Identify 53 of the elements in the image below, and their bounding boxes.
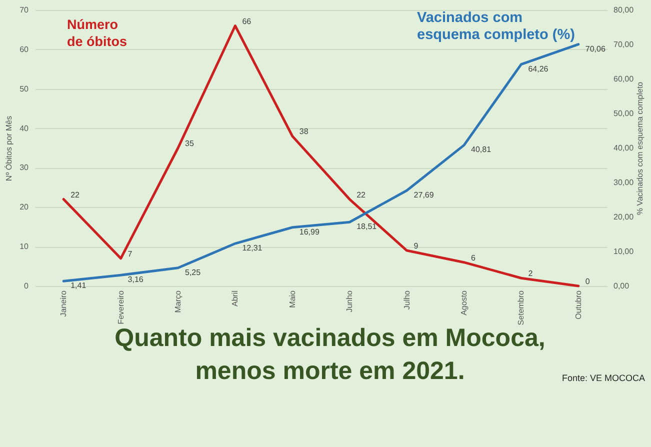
data-label: 0 [585, 277, 590, 286]
data-label: 66 [242, 16, 252, 26]
data-label: 12,31 [242, 244, 263, 253]
x-tick-label: Junho [345, 290, 354, 312]
y-tick-label: 10 [20, 242, 30, 252]
data-label: 1,41 [70, 281, 87, 290]
y-tick-label: 50 [20, 84, 30, 94]
data-label: 64,26 [528, 64, 549, 74]
x-tick-label: Outubro [574, 290, 583, 320]
y-tick-label: 70 [20, 6, 30, 14]
x-tick-label: Janeiro [59, 290, 68, 317]
y2-axis-title: % Vacinados com esquema completo [636, 81, 645, 216]
y-tick-label: 20 [20, 202, 30, 212]
data-label: 38 [299, 127, 309, 136]
y2-tick-label: 50,00 [614, 109, 634, 118]
y-axis-title: Nº Óbitos por Mês [4, 116, 14, 182]
x-tick-label: Setembro [516, 290, 526, 326]
data-label: 5,25 [185, 268, 202, 277]
x-tick-label: Maio [288, 290, 297, 308]
data-label: 3,16 [128, 275, 144, 284]
data-label: 70,06 [585, 44, 606, 54]
x-tick-label: Março [174, 290, 182, 313]
text: Quanto mais vacinados em Mococa, menos morte em 2021. [114, 324, 546, 385]
y-tick-label: 60 [20, 44, 30, 54]
y2-tick-label: 70,00 [614, 40, 634, 49]
x-tick-label: Julho [402, 290, 412, 310]
y2-tick-label: 0,00 [614, 282, 630, 290]
data-label: 6 [471, 253, 476, 262]
y-tick-label: 30 [20, 163, 30, 172]
y2-tick-label: 80,00 [614, 6, 634, 14]
data-label: 22 [70, 190, 80, 200]
data-label: 27,69 [414, 190, 434, 200]
y2-tick-label: 60,00 [614, 74, 634, 84]
data-label: 35 [185, 139, 194, 148]
data-label: 40,81 [471, 145, 492, 154]
x-tick-label: Fevereiro [116, 290, 126, 324]
source-note: Fonte: VE MOCOCA [562, 373, 645, 383]
data-label: 2 [528, 269, 534, 278]
y2-tick-label: 40,00 [614, 144, 634, 152]
y2-tick-label: 30,00 [614, 178, 634, 187]
series-label: Vacinados com esquema completo (%) [417, 10, 576, 44]
x-tick-label: Agosto [460, 290, 468, 316]
x-tick-label: Abril [230, 290, 240, 307]
data-label: 7 [128, 249, 133, 258]
y2-tick-label: 10,00 [614, 247, 634, 256]
y2-tick-label: 20,00 [614, 212, 634, 222]
text: Número de óbitos [67, 16, 128, 50]
data-label: 18,51 [356, 222, 378, 232]
data-label: 16,99 [299, 227, 320, 236]
data-label: 9 [414, 242, 419, 251]
data-label: 22 [356, 190, 366, 200]
y-tick-label: 0 [24, 282, 30, 290]
y-tick-label: 40 [20, 124, 30, 133]
